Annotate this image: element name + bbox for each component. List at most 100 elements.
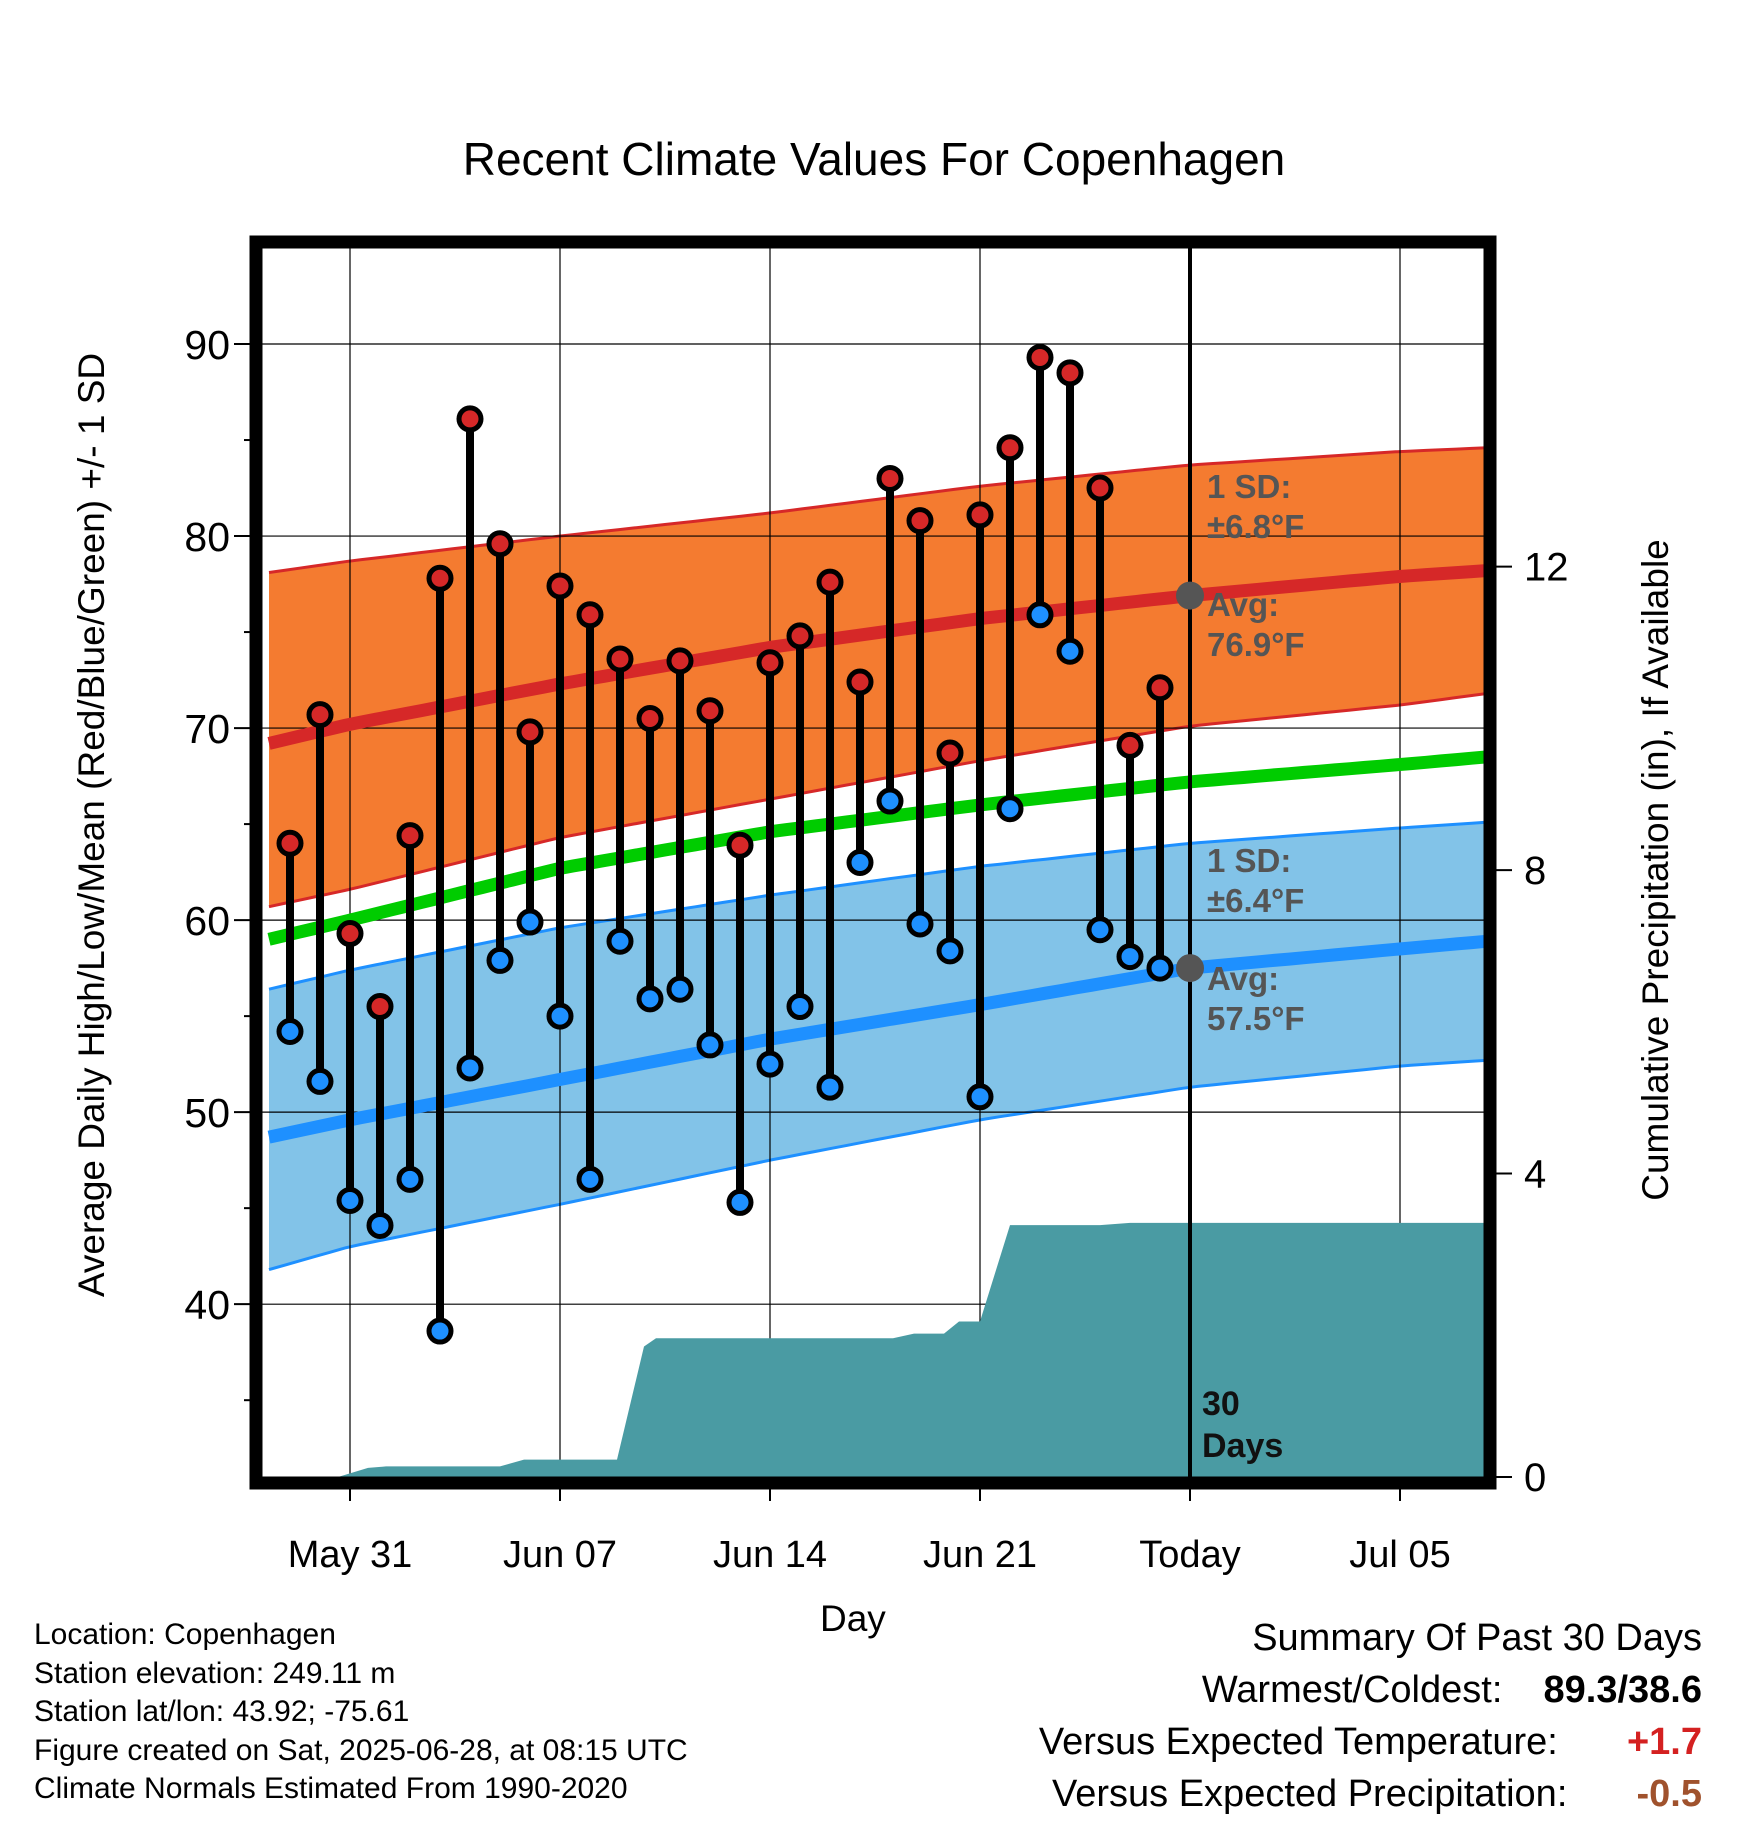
high-avg-annotation-line1: Avg:: [1207, 586, 1279, 623]
x-tick-label: May 31: [288, 1534, 413, 1576]
daily-high-point: [276, 829, 304, 857]
daily-high-point: [516, 718, 544, 746]
daily-high-point: [696, 697, 724, 725]
daily-high-point: [336, 920, 364, 948]
summary-precip-value: -0.5: [1636, 1773, 1702, 1815]
daily-low-point: [876, 787, 904, 815]
y-tick-label: 60: [184, 898, 230, 944]
daily-low-point: [366, 1211, 394, 1239]
low-sd-annotation-line2: ±6.4°F: [1207, 882, 1304, 919]
summary-warmest-value: 89.3/38.6: [1543, 1669, 1702, 1711]
daily-low-point: [1116, 943, 1144, 971]
daily-high-point: [1026, 343, 1054, 371]
daily-low-point: [966, 1083, 994, 1111]
info-created: Figure created on Sat, 2025-06-28, at 08…: [34, 1733, 688, 1767]
daily-high-point: [726, 831, 754, 859]
daily-high-point: [306, 701, 334, 729]
plot-area: [262, 248, 1484, 1477]
daily-low-point: [1086, 916, 1114, 944]
daily-high-point: [816, 568, 844, 596]
daily-low-point: [396, 1165, 424, 1193]
info-normals: Climate Normals Estimated From 1990-2020: [34, 1772, 628, 1805]
daily-low-point: [906, 910, 934, 938]
y-tick-label: 70: [184, 706, 230, 752]
low-sd-annotation-line1: 1 SD:: [1207, 842, 1291, 879]
daily-high-point: [936, 739, 964, 767]
y-tick-label: 50: [184, 1090, 230, 1136]
daily-high-point: [636, 704, 664, 732]
x-tick-label: Jun 21: [923, 1534, 1037, 1576]
y-tick-label: 40: [184, 1282, 230, 1328]
precip-area: [269, 1222, 1484, 1477]
daily-high-point: [396, 822, 424, 850]
y-tick-label: 90: [184, 322, 230, 368]
y2-tick-label: 12: [1524, 546, 1569, 590]
daily-low-point: [666, 975, 694, 1003]
daily-low-point: [1026, 601, 1054, 629]
daily-low-point: [936, 937, 964, 965]
daily-high-point: [906, 507, 934, 535]
daily-low-point: [426, 1317, 454, 1345]
daily-high-point: [666, 647, 694, 675]
daily-low-point: [1056, 637, 1084, 665]
daily-high-point: [1086, 474, 1114, 502]
daily-low-point: [726, 1188, 754, 1216]
daily-high-point: [756, 649, 784, 677]
daily-high-point: [456, 405, 484, 433]
daily-high-point: [426, 564, 454, 592]
low-sd-lower-line: [268, 1058, 1484, 1272]
daily-low-point: [756, 1050, 784, 1078]
daily-low-point: [786, 993, 814, 1021]
info-location: Location: Copenhagen: [34, 1618, 336, 1651]
daily-high-point: [846, 668, 874, 696]
daily-low-point: [636, 985, 664, 1013]
daily-high-point: [1146, 674, 1174, 702]
x-tick-label: Jun 14: [713, 1534, 827, 1576]
daily-low-point: [816, 1073, 844, 1101]
daily-high-point: [876, 464, 904, 492]
low-sd-band: [269, 822, 1484, 1270]
summary-heading: Summary Of Past 30 Days: [1252, 1617, 1702, 1659]
daily-low-point: [276, 1017, 304, 1045]
daily-low-point: [1146, 954, 1174, 982]
today-high-avg-marker: [1176, 581, 1204, 610]
daily-low-point: [516, 908, 544, 936]
summary-temp-label: Versus Expected Temperature:: [1038, 1721, 1558, 1763]
summary-precip-row: Versus Expected Precipitation: -0.5: [1039, 1768, 1702, 1820]
daily-low-point: [696, 1031, 724, 1059]
y-axis-label-text: Average Daily High/Low/Mean (Red/Blue/Gr…: [71, 352, 112, 1298]
today-low-avg-marker: [1176, 954, 1204, 983]
y2-axis-label-text: Cumulative Precipitation (in), If Availa…: [1635, 539, 1676, 1201]
y2-tick-label: 8: [1524, 849, 1546, 893]
daily-high-point: [966, 501, 994, 529]
high-sd-annotation-line1: 1 SD:: [1207, 468, 1291, 505]
daily-low-point: [576, 1165, 604, 1193]
daily-high-point: [546, 572, 574, 600]
daily-high-point: [786, 622, 814, 650]
summary-panel: Summary Of Past 30 Days Warmest/Coldest:…: [1039, 1612, 1702, 1820]
y2-tick-label: 0: [1524, 1456, 1546, 1500]
low-avg-line: [267, 934, 1484, 1144]
summary-temp-row: Versus Expected Temperature: +1.7: [1039, 1716, 1702, 1768]
high-avg-annotation-line2: 76.9°F: [1207, 626, 1305, 663]
station-info: Location: Copenhagen Station elevation: …: [34, 1616, 688, 1809]
info-elevation: Station elevation: 249.11 m: [34, 1656, 396, 1690]
x-tick-label: Jul 05: [1349, 1534, 1450, 1576]
summary-temp-value: +1.7: [1626, 1721, 1702, 1763]
daily-high-point: [1056, 359, 1084, 387]
daily-low-point: [336, 1186, 364, 1214]
chart-title: Recent Climate Values For Copenhagen: [462, 133, 1286, 185]
daily-low-point: [846, 849, 874, 876]
daily-high-point: [576, 601, 604, 629]
daily-low-point: [486, 946, 514, 974]
daily-high-point: [366, 993, 394, 1021]
summary-precip-label: Versus Expected Precipitation:: [1051, 1773, 1568, 1815]
daily-high-point: [486, 530, 514, 558]
daily-low-point: [996, 795, 1024, 823]
x-tick-label: Today: [1139, 1534, 1240, 1576]
plot-frame: [249, 235, 1497, 1490]
y2-tick-label: 4: [1524, 1153, 1546, 1197]
summary-warmest-row: Warmest/Coldest: 89.3/38.6: [1039, 1664, 1702, 1716]
daily-high-point: [606, 645, 634, 673]
